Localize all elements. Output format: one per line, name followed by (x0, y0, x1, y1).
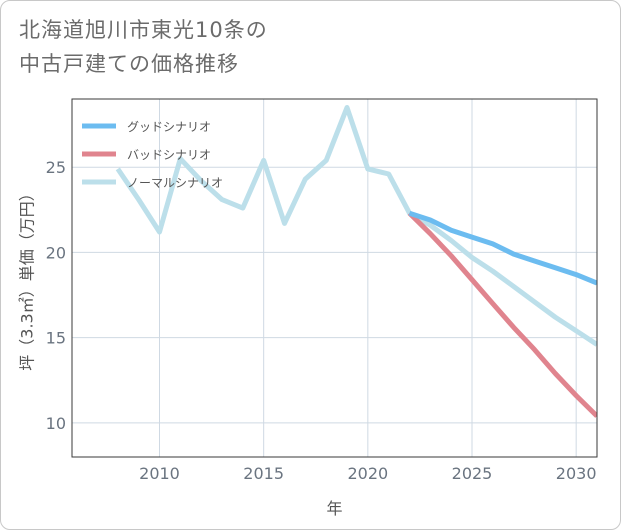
y-tick-label: 20 (46, 243, 66, 262)
x-tick-label: 2025 (452, 464, 493, 483)
x-tick-label: 2020 (347, 464, 388, 483)
x-tick-label: 2015 (243, 464, 284, 483)
legend-label-normal: ノーマルシナリオ (127, 176, 223, 190)
y-axis-label: 坪（3.3㎡）単価（万円） (18, 185, 37, 370)
y-tick-label: 10 (46, 414, 66, 433)
series-line-good (408, 210, 597, 286)
series-lines (115, 105, 597, 418)
x-axis-label: 年 (326, 499, 342, 518)
y-tick-label: 25 (46, 158, 66, 177)
series-line-normal (115, 105, 597, 347)
chart-title: 北海道旭川市東光10条の 中古戸建ての価格推移 (19, 13, 599, 81)
x-tick-label: 2030 (556, 464, 597, 483)
chart-title-line1: 北海道旭川市東光10条の (19, 18, 268, 42)
chart-title-line2: 中古戸建ての価格推移 (19, 52, 239, 76)
plot-border (71, 98, 598, 458)
legend-label-bad: バッドシナリオ (127, 148, 211, 162)
x-tick-label: 2010 (139, 464, 180, 483)
legend-label-good: グッドシナリオ (127, 120, 211, 134)
y-tick-label: 15 (46, 329, 66, 348)
series-line-bad (407, 211, 597, 418)
